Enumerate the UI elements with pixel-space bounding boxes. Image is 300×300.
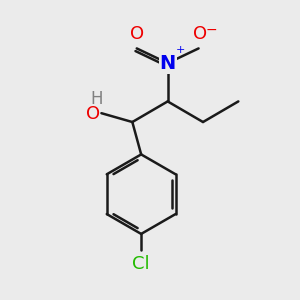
Text: Cl: Cl [132, 255, 150, 273]
Text: N: N [160, 54, 176, 73]
Text: +: + [176, 45, 185, 55]
Text: O: O [86, 105, 100, 123]
Text: H: H [91, 90, 103, 108]
Text: O: O [193, 25, 207, 43]
Text: O: O [130, 25, 144, 43]
Text: −: − [205, 23, 217, 37]
